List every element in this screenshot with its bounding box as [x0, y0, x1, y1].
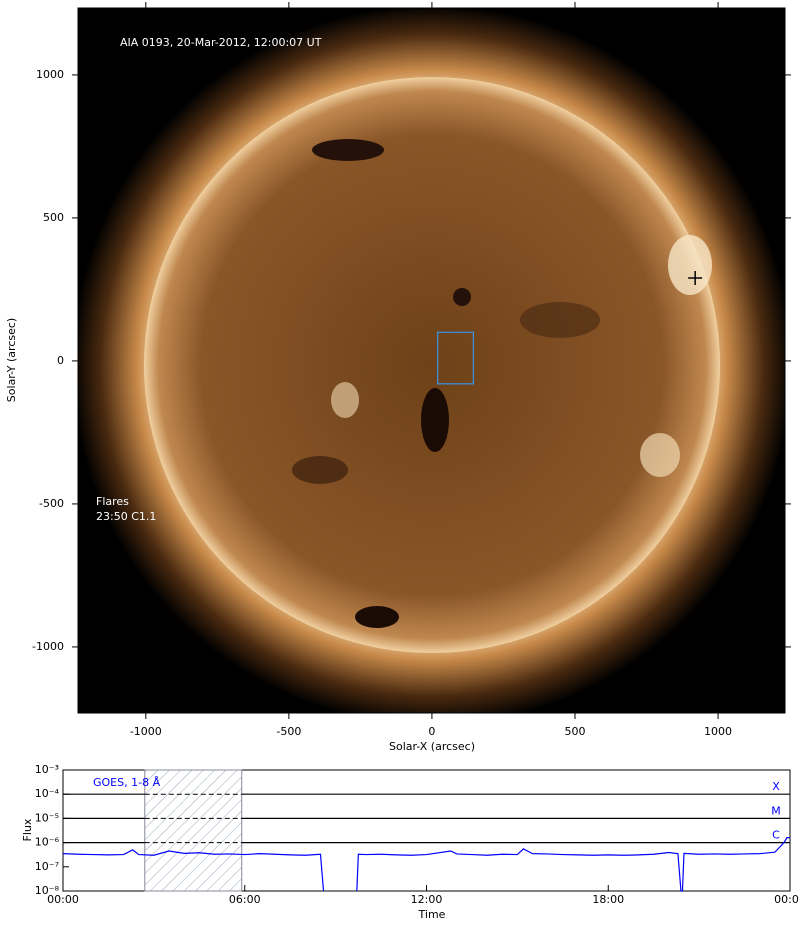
y-tick-label: 10⁻³ — [35, 763, 59, 776]
x-tick-label: 500 — [564, 725, 585, 738]
flare-entry: 23:50 C1.1 — [96, 510, 156, 523]
x-tick-label: 12:00 — [411, 893, 443, 906]
image-title: AIA 0193, 20-Mar-2012, 12:00:07 UT — [120, 36, 322, 49]
y-tick-label: 10⁻⁴ — [35, 787, 60, 800]
crosshair — [688, 270, 703, 285]
y-tick-label: 10⁻⁵ — [35, 811, 59, 824]
level-label: X — [772, 780, 780, 793]
x-tick-label: 00:00 — [47, 893, 79, 906]
highlight-region — [144, 769, 243, 892]
y-tick-label: -500 — [39, 497, 64, 510]
x-tick-label: -1000 — [130, 725, 162, 738]
y-tick-label: 10⁻⁷ — [35, 860, 59, 873]
y-tick-label: 10⁻⁸ — [35, 884, 60, 897]
x-axis-label: Time — [418, 908, 446, 921]
y-axis-label: Flux — [21, 818, 34, 841]
y-axis-label: Solar-Y (arcsec) — [5, 318, 18, 402]
x-tick-label: 1000 — [704, 725, 732, 738]
flux-line — [62, 837, 790, 892]
region-box — [437, 331, 475, 385]
y-tick-label: 1000 — [36, 68, 64, 81]
x-tick-label: -500 — [276, 725, 301, 738]
x-axis-label: Solar-X (arcsec) — [389, 740, 475, 753]
x-tick-label: 00:00 — [774, 893, 799, 906]
y-tick-label: 10⁻⁶ — [35, 836, 60, 849]
x-tick-label: 06:00 — [229, 893, 261, 906]
y-tick-label: 0 — [57, 354, 64, 367]
legend-entry: GOES, 1-8 Å — [93, 776, 161, 789]
level-label: C — [772, 829, 780, 842]
x-tick-label: 0 — [428, 725, 435, 738]
sun-image — [78, 8, 785, 713]
level-label: M — [771, 804, 781, 817]
y-tick-label: 500 — [43, 211, 64, 224]
flares-label: Flares — [96, 495, 129, 508]
x-tick-label: 18:00 — [592, 893, 624, 906]
y-tick-label: -1000 — [32, 640, 64, 653]
